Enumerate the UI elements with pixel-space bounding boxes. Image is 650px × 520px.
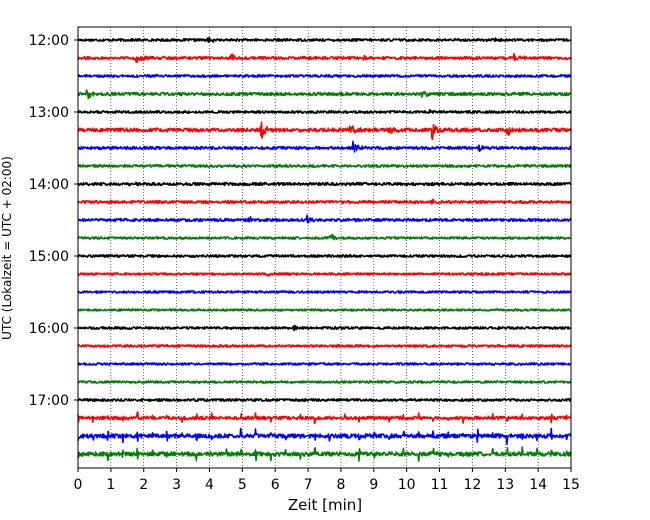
trace-1715: [77, 411, 572, 425]
x-tick-label: 0: [74, 477, 83, 493]
trace-1215: [77, 52, 572, 64]
x-tick-label: 11: [431, 477, 449, 493]
trace-1430: [77, 214, 572, 224]
x-axis-label: Zeit [min]: [288, 496, 362, 514]
trace-1615: [77, 344, 572, 348]
trace-1230: [77, 73, 572, 78]
x-tick-label: 7: [304, 477, 313, 493]
x-tick-label: 1: [106, 477, 115, 493]
x-tick-label: 8: [336, 477, 345, 493]
trace-1200: [77, 37, 572, 43]
trace-1330: [77, 140, 572, 153]
y-tick-label: 13:00: [29, 105, 69, 121]
y-axis-ticks: 12:00 13:00 14:00 15:00 16:00 17:00: [29, 33, 78, 409]
x-tick-label: 14: [529, 477, 547, 493]
y-tick-label: 14:00: [29, 177, 69, 193]
trace-1300: [77, 109, 572, 115]
trace-1500: [77, 254, 572, 258]
x-tick-label: 12: [463, 477, 481, 493]
trace-1245: [77, 89, 572, 100]
y-tick-label: 12:00: [29, 33, 69, 49]
x-tick-label: 6: [271, 477, 280, 493]
trace-1515: [77, 271, 572, 277]
trace-1600: [77, 324, 572, 332]
trace-1645: [77, 380, 572, 384]
y-tick-label: 15:00: [29, 249, 69, 265]
trace-1700: [77, 398, 572, 402]
x-tick-label: 13: [496, 477, 514, 493]
x-tick-label: 2: [139, 477, 148, 493]
trace-1315: [77, 121, 572, 141]
x-axis-ticks: 0 1 2 3 4 5 6 7 8 9 10 11 12 13 14 15: [74, 468, 580, 493]
x-tick-label: 4: [205, 477, 214, 493]
trace-1415: [77, 198, 572, 205]
y-tick-label: 16:00: [29, 321, 69, 337]
trace-1545: [77, 308, 572, 312]
trace-1730: [77, 427, 572, 446]
trace-1745: [77, 446, 572, 462]
trace-1530: [77, 290, 572, 294]
x-tick-label: 15: [562, 477, 580, 493]
trace-1445: [77, 233, 572, 241]
trace-1345: [77, 163, 572, 168]
y-axis-label: UTC (Lokalzeit = UTC + 02:00): [0, 156, 14, 340]
trace-1630: [77, 362, 572, 366]
x-tick-label: 9: [369, 477, 378, 493]
x-tick-label: 10: [398, 477, 416, 493]
trace-1400: [77, 181, 572, 187]
x-tick-label: 3: [172, 477, 181, 493]
trace-series: [77, 37, 572, 462]
y-tick-label: 17:00: [29, 393, 69, 409]
plot-frame: [77, 26, 572, 469]
x-tick-label: 5: [238, 477, 247, 493]
